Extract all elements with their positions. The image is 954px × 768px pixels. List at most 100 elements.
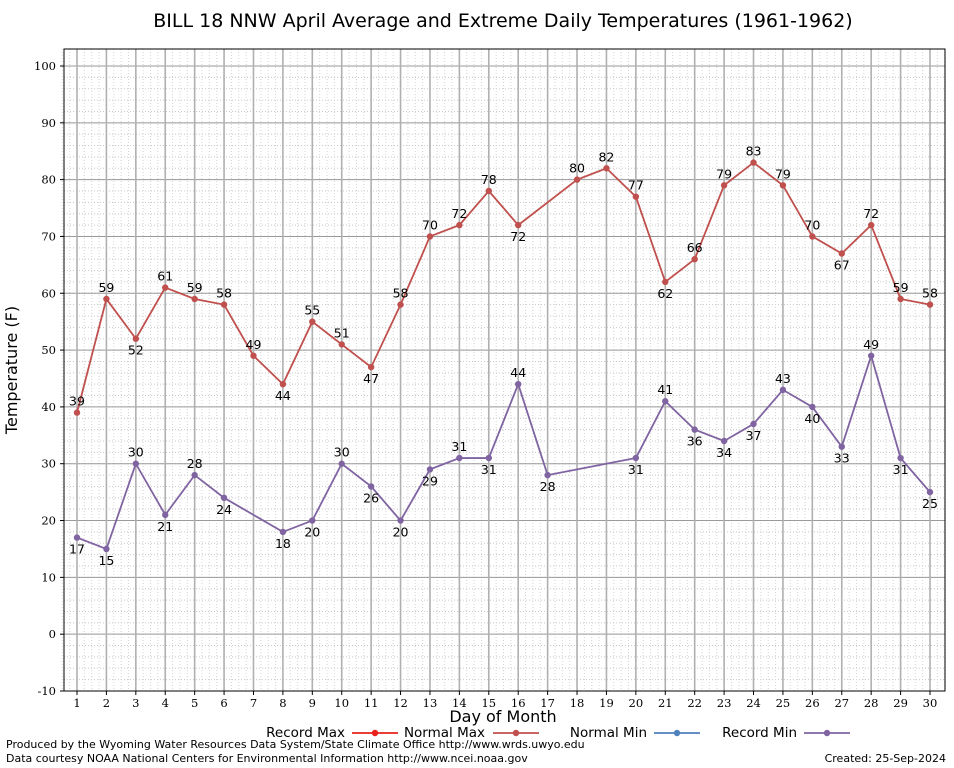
record-min-point [720, 437, 728, 445]
record-min-point [691, 426, 698, 433]
record-min-data-label: 20 [393, 525, 409, 540]
record-min-point [750, 420, 757, 428]
record-min-point [162, 511, 169, 519]
x-tick-label: 14 [452, 696, 467, 710]
record-min-data-label: 18 [275, 536, 291, 551]
x-tick-label: 11 [364, 696, 379, 710]
x-axis-label: Day of Month [449, 707, 556, 726]
record-min-data-label: 30 [334, 445, 350, 460]
normal-max-data-label: 44 [275, 388, 291, 403]
record-min-point [338, 460, 345, 467]
normal-max-data-label: 80 [569, 161, 585, 176]
normal-max-point [132, 335, 140, 342]
legend-swatch-marker-record-min [823, 729, 831, 737]
record-min-data-label: 26 [363, 490, 379, 505]
normal-max-data-label: 59 [187, 280, 203, 295]
normal-max-point [632, 193, 640, 200]
normal-max-point [838, 250, 845, 257]
normal-max-data-label: 79 [716, 166, 732, 181]
x-tick-label: 12 [393, 696, 408, 710]
normal-max-point [73, 409, 81, 416]
record-min-data-label: 41 [657, 382, 673, 397]
normal-max-point [338, 341, 345, 348]
record-min-data-label: 15 [98, 553, 114, 568]
normal-max-point [485, 187, 492, 195]
normal-max-point [926, 301, 934, 308]
normal-max-point [279, 380, 287, 388]
normal-max-data-label: 72 [451, 206, 467, 221]
record-min-point [397, 517, 404, 524]
normal-max-line [76, 161, 931, 413]
x-tick-label: 27 [834, 696, 849, 710]
normal-max-point [720, 182, 728, 189]
record-min-point [367, 483, 375, 490]
record-min-data-label: 20 [304, 525, 320, 540]
normal-max-point [250, 352, 257, 359]
y-axis-ticks: -10 0 10 20 30 40 50 60 70 80 90 100 [34, 59, 64, 698]
record-min-point [132, 460, 140, 467]
x-tick-label: 10 [334, 696, 349, 710]
normal-max-data-label: 72 [510, 229, 526, 244]
record-min-point [191, 471, 198, 479]
record-min-point [309, 517, 316, 524]
plot-frame [63, 48, 946, 692]
y-tick-label: 90 [41, 116, 56, 130]
record-min-point [485, 454, 492, 462]
y-tick-label: 40 [41, 400, 56, 414]
normal-max-data-label: 79 [775, 166, 791, 181]
record-min-point [279, 528, 287, 536]
x-tick-label: 8 [279, 696, 286, 710]
normal-max-data-label: 59 [98, 280, 114, 295]
y-tick-label: 100 [34, 59, 56, 73]
record-min-data-label: 31 [481, 462, 497, 477]
record-min-point [515, 380, 522, 388]
record-min-point [838, 443, 845, 450]
record-min-data-label: 30 [128, 445, 144, 460]
record-min-data-label: 29 [422, 473, 438, 488]
normal-max-data-label: 58 [216, 286, 232, 301]
x-tick-label: 18 [570, 696, 585, 710]
footer-credit-line1: Produced by the Wyoming Water Resources … [6, 738, 585, 751]
x-tick-label: 3 [132, 696, 139, 710]
legend-swatch-marker-normal-min [673, 729, 681, 737]
normal-max-data-label: 51 [334, 325, 350, 340]
x-tick-label: 29 [893, 696, 908, 710]
y-tick-label: 0 [49, 627, 56, 641]
legend-swatch-marker-record-max [371, 729, 379, 737]
normal-max-point [603, 165, 610, 172]
normal-max-data-label: 70 [422, 217, 438, 232]
normal-max-data-label: 49 [246, 337, 262, 352]
record-min-data-label: 43 [775, 371, 791, 386]
record-min-point [220, 494, 228, 502]
normal-max-data-label: 52 [128, 343, 144, 358]
x-tick-label: 30 [923, 696, 938, 710]
normal-max-data-label: 72 [863, 206, 879, 221]
record-min-point [897, 454, 904, 462]
normal-max-data-label: 61 [157, 269, 173, 284]
normal-max-point [867, 221, 875, 229]
normal-max-data-label: 58 [393, 286, 409, 301]
x-tick-label: 28 [864, 696, 879, 710]
x-tick-label: 19 [599, 696, 614, 710]
normal-max-point [897, 295, 904, 303]
x-tick-label: 13 [423, 696, 438, 710]
record-min-data-label: 31 [628, 462, 644, 477]
y-tick-label: 20 [41, 514, 56, 528]
legend-label-normal-max: Normal Max [404, 725, 485, 741]
record-min-point [426, 466, 434, 473]
record-min-data-label: 36 [687, 434, 703, 449]
legend-label-normal-min: Normal Min [570, 725, 647, 741]
record-min-point [926, 488, 934, 496]
record-min-point [779, 386, 787, 394]
record-min-data-label: 25 [922, 496, 938, 511]
normal-max-point [456, 221, 463, 229]
record-min-data-label: 40 [804, 411, 820, 426]
footer-created-date: Created: 25-Sep-2024 [825, 752, 946, 765]
normal-max-point [515, 221, 522, 229]
record-min-point [103, 545, 110, 553]
series-layer [73, 159, 934, 553]
x-tick-label: 17 [540, 696, 555, 710]
normal-max-data-label: 39 [69, 394, 85, 409]
normal-max-data-label: 77 [628, 178, 644, 193]
normal-max-data-label: 62 [657, 286, 673, 301]
